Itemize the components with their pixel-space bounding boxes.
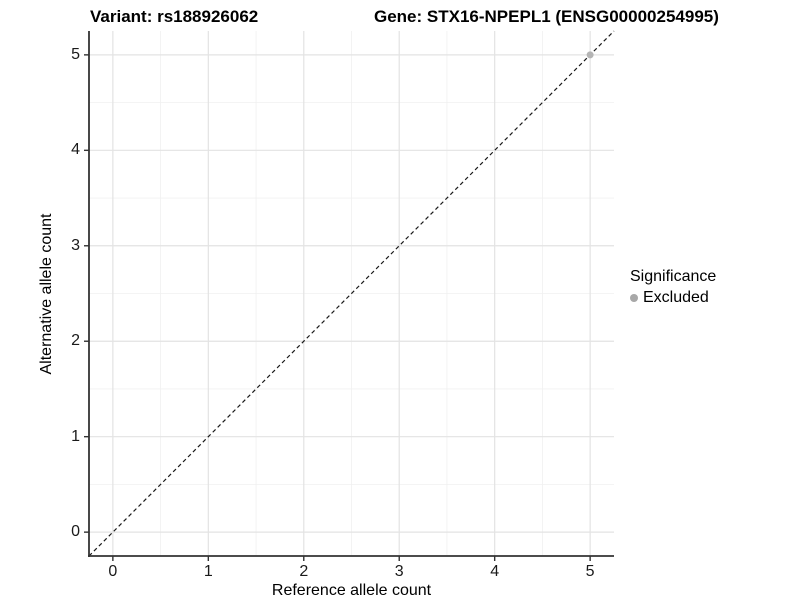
x-axis-title: Reference allele count (271, 582, 432, 599)
excluded-dot-icon (630, 294, 638, 302)
y-tick-label: 0 (71, 523, 80, 541)
identity-line (88, 30, 615, 557)
y-axis-title: Alternative allele count (38, 213, 55, 374)
gene-title: Gene: STX16-NPEPL1 (ENSG00000254995) (374, 7, 719, 26)
x-tick-label: 1 (203, 563, 213, 580)
y-tick-label: 1 (71, 427, 80, 445)
y-tick-label: 5 (71, 45, 80, 63)
data-point (586, 51, 594, 59)
variant-title: Variant: rs188926062 (90, 7, 259, 26)
x-tick-label: 4 (490, 563, 500, 580)
legend-entry-label: Excluded (643, 289, 709, 306)
x-tick-label: 0 (108, 563, 118, 580)
x-tick-label: 5 (585, 563, 595, 580)
legend-entry-excluded: Excluded (630, 289, 716, 307)
legend: Significance Excluded (630, 268, 716, 307)
y-tick-label: 2 (71, 332, 80, 350)
x-tick-label: 3 (394, 563, 404, 580)
y-tick-label: 3 (71, 236, 80, 254)
legend-title: Significance (630, 268, 717, 285)
y-tick-label: 4 (71, 141, 80, 159)
x-tick-label: 2 (299, 563, 309, 580)
